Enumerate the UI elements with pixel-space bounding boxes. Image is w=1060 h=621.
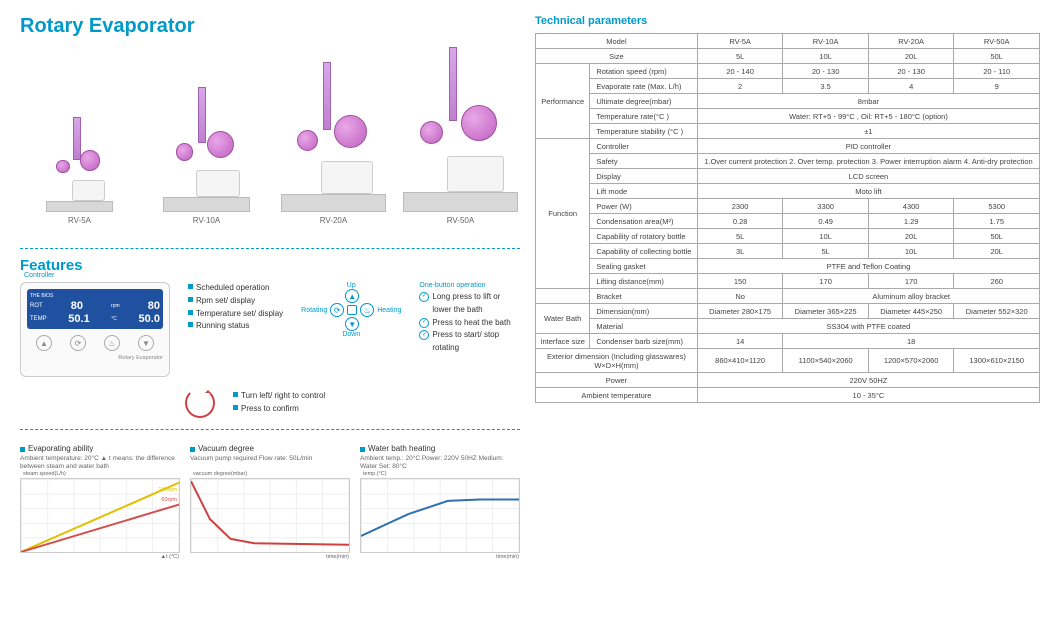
spec-table: ModelRV-5ARV-10ARV-20ARV-50ASize5L10L20L…	[535, 33, 1040, 403]
product-lineup: RV-5A RV-10A RV-20A RV-50A	[20, 50, 520, 225]
feature-list-1: Scheduled operationRpm set/ displayTempe…	[188, 282, 283, 377]
dial-heat[interactable]: ♨	[360, 303, 374, 317]
chart-block: Water bath heatingAmbient temp.: 20°C Po…	[360, 444, 520, 553]
right-column: Technical parameters ModelRV-5ARV-10ARV-…	[535, 15, 1040, 606]
divider-2	[20, 429, 520, 430]
dial-rot[interactable]: ⟳	[330, 303, 344, 317]
dial-down[interactable]: ▼	[345, 317, 359, 331]
rotate-icon	[185, 388, 215, 418]
page-title: Rotary Evaporator	[20, 15, 520, 38]
controller-label: Controller	[24, 272, 54, 279]
chart-block: Evaporating abilityAmbient temperature: …	[20, 444, 180, 553]
left-column: Rotary Evaporator RV-5A RV-10A RV-20A RV…	[20, 15, 520, 606]
product: RV-10A	[147, 87, 266, 225]
lcd-screen: THE BIOS ROT80rpm80 TEMP50.1°C50.0	[27, 289, 163, 329]
onebutton-title: One-button operation	[419, 282, 520, 289]
charts-row: Evaporating abilityAmbient temperature: …	[20, 444, 520, 553]
chart-block: Vacuum degreeVacuum pump required Flow r…	[190, 444, 350, 553]
nav-dial: Up Rotating ▲ ⟳ ♨ ▼ Heating Down	[301, 282, 401, 377]
controller-panel: THE BIOS ROT80rpm80 TEMP50.1°C50.0 ▲ ⟳ ♨…	[20, 282, 170, 377]
btn-heat[interactable]: ♨	[104, 335, 120, 351]
onebutton-list: ✓Long press to lift or lower the bath✓Pr…	[419, 291, 520, 355]
rotate-list: Turn left/ right to controlPress to conf…	[233, 390, 325, 416]
control-buttons: ▲ ⟳ ♨ ▼	[27, 335, 163, 351]
dial-up[interactable]: ▲	[345, 289, 359, 303]
tech-heading: Technical parameters	[535, 15, 1040, 27]
btn-up[interactable]: ▲	[36, 335, 52, 351]
divider	[20, 248, 520, 249]
product: RV-5A	[20, 117, 139, 225]
features-box: Controller THE BIOS ROT80rpm80 TEMP50.1°…	[20, 282, 520, 377]
features-heading: Features	[20, 257, 520, 274]
product: RV-50A	[401, 47, 520, 225]
btn-rot[interactable]: ⟳	[70, 335, 86, 351]
btn-down[interactable]: ▼	[138, 335, 154, 351]
product: RV-20A	[274, 62, 393, 225]
